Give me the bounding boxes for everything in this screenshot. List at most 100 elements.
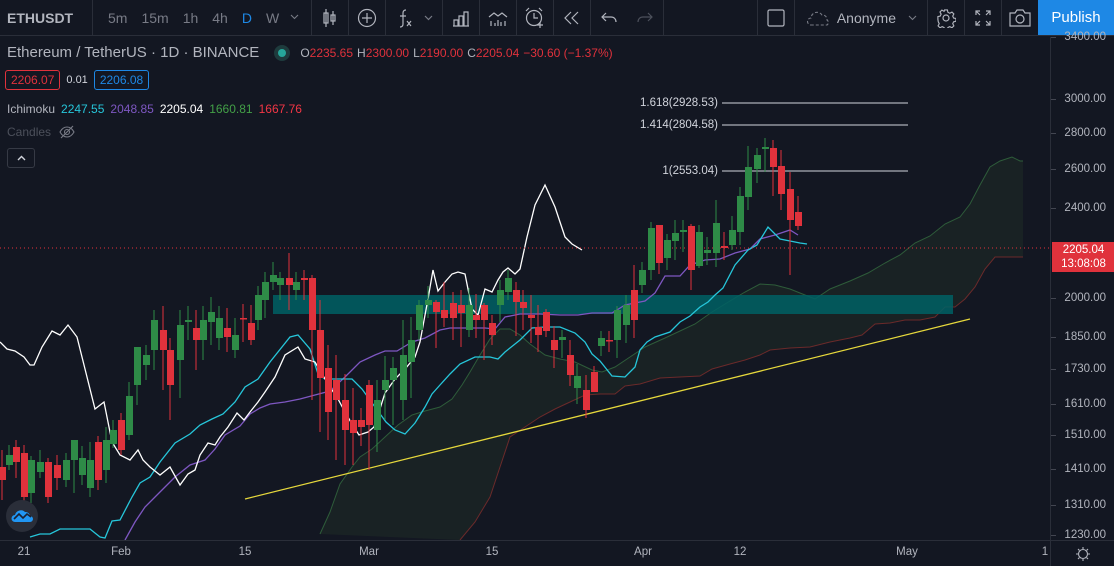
candles-legend[interactable]: Candles (7, 125, 75, 139)
collapse-legend-button[interactable] (7, 148, 35, 168)
undo-button[interactable] (591, 0, 627, 35)
time-label: Feb (111, 546, 131, 558)
bearish-candle (450, 303, 457, 318)
time-label: 15 (485, 546, 499, 558)
cloud-chart-icon (11, 510, 33, 522)
bearish-candle (193, 328, 200, 340)
bullish-candle (648, 228, 655, 270)
price-label: 1510.00 (1064, 429, 1106, 441)
toolbar-spacer (664, 0, 757, 35)
chart-pane[interactable] (0, 37, 1050, 541)
indicators-button[interactable] (386, 0, 442, 35)
bullish-candle (574, 376, 581, 388)
bullish-candle (737, 196, 744, 232)
price-tick (1051, 404, 1056, 405)
bullish-candle (374, 400, 381, 430)
tenkan-sen-line (29, 225, 808, 539)
bearish-candle (606, 340, 613, 342)
bearish-candle (301, 278, 308, 280)
price-label: 1730.00 (1064, 363, 1106, 375)
bearish-candle (317, 330, 324, 378)
buy-button[interactable]: 2206.08 (93, 70, 150, 90)
symbol-search-button[interactable]: ETHUSDT (7, 9, 74, 26)
bullish-candle (126, 396, 133, 435)
save-layout-button[interactable]: Anonyme (795, 0, 927, 35)
senkou-span-a-line (319, 156, 1023, 535)
symbol-title[interactable]: Ethereum / TetherUS · 1D · BINANCE (7, 44, 260, 61)
chevron-down-icon (908, 15, 917, 20)
indicator-name: Ichimoku (7, 102, 56, 116)
screenshot-button[interactable] (1002, 0, 1038, 35)
price-tick (1051, 535, 1056, 536)
bearish-candle (167, 350, 174, 385)
alert-button[interactable] (517, 0, 553, 35)
bearish-candle (160, 330, 167, 350)
interval-4h[interactable]: 4h (212, 9, 228, 26)
bullish-candle (71, 440, 78, 460)
price-tick (1051, 99, 1056, 100)
price-tick (1051, 133, 1056, 134)
publish-button[interactable]: Publish (1038, 0, 1114, 35)
price-tick (1051, 369, 1056, 370)
interval-15m[interactable]: 15m (141, 9, 169, 26)
bearish-candle (543, 312, 550, 331)
redo-button[interactable] (627, 0, 663, 35)
bullish-candle (177, 325, 184, 360)
interval-1w[interactable]: W (265, 9, 280, 26)
interval-1d[interactable]: D (241, 9, 252, 26)
price-tick (1051, 169, 1056, 170)
price-label: 3400.00 (1064, 31, 1106, 43)
sell-button[interactable]: 2206.07 (5, 70, 61, 90)
bearish-candle (458, 305, 465, 313)
interval-group: 5m 15m 1h 4h D W (93, 0, 311, 35)
bullish-candle (497, 290, 504, 305)
bearish-candle (358, 420, 365, 427)
function-fx-icon (399, 8, 412, 28)
ichimoku-cloud (320, 157, 1023, 540)
layout-select-button[interactable] (758, 0, 794, 35)
templates-button[interactable] (480, 0, 516, 35)
settings-button[interactable] (928, 0, 964, 35)
financials-button[interactable] (443, 0, 479, 35)
toolbar-divider (663, 0, 665, 35)
bearish-candle (21, 453, 28, 497)
price-chart[interactable] (0, 37, 1050, 541)
chart-type-button[interactable] (312, 0, 348, 35)
tradingview-logo[interactable] (6, 500, 38, 532)
market-status-icon[interactable] (274, 44, 291, 61)
span-a-value: 1660.81 (209, 102, 253, 116)
price-label: 2800.00 (1064, 127, 1106, 139)
interval-1h[interactable]: 1h (182, 9, 199, 26)
bullish-candle (143, 355, 150, 365)
price-label: 1310.00 (1064, 499, 1106, 511)
compare-symbol-button[interactable] (349, 0, 385, 35)
toolbar-divider (385, 0, 387, 35)
time-axis[interactable]: 21 Feb 15 Mar 15 Apr 12 May 1 (0, 540, 1050, 566)
bullish-candle (425, 300, 432, 305)
bullish-candle (185, 320, 192, 322)
sun-settings-icon (1075, 546, 1090, 561)
bearish-candle (248, 323, 255, 340)
bearish-candle (778, 166, 785, 194)
indicator-legend-ichimoku[interactable]: Ichimoku 2247.55 2048.85 2205.04 1660.81… (7, 102, 302, 116)
eye-hidden-icon[interactable] (59, 125, 75, 139)
price-axis[interactable]: 3400.00 3000.00 2800.00 2600.00 2400.00 2000.… (1050, 31, 1114, 541)
interval-dropdown-chevron-icon[interactable] (286, 12, 303, 23)
low-key: L (413, 45, 420, 60)
price-tick (1051, 337, 1056, 338)
layout-name: Anonyme (836, 9, 896, 26)
price-tick (1051, 37, 1056, 38)
alarm-clock-icon (525, 7, 544, 28)
interval-5m[interactable]: 5m (108, 9, 128, 26)
tenkan-value: 2247.55 (61, 102, 105, 116)
time-label: 12 (733, 546, 747, 558)
bullish-candle (6, 455, 13, 465)
gear-icon (937, 8, 956, 28)
bullish-candle (559, 337, 566, 340)
replay-button[interactable] (554, 0, 590, 35)
axis-settings-button[interactable] (1050, 540, 1114, 566)
bullish-candle (696, 232, 703, 266)
bullish-candle (134, 347, 141, 385)
fullscreen-button[interactable] (965, 0, 1001, 35)
time-label: Mar (359, 546, 379, 558)
